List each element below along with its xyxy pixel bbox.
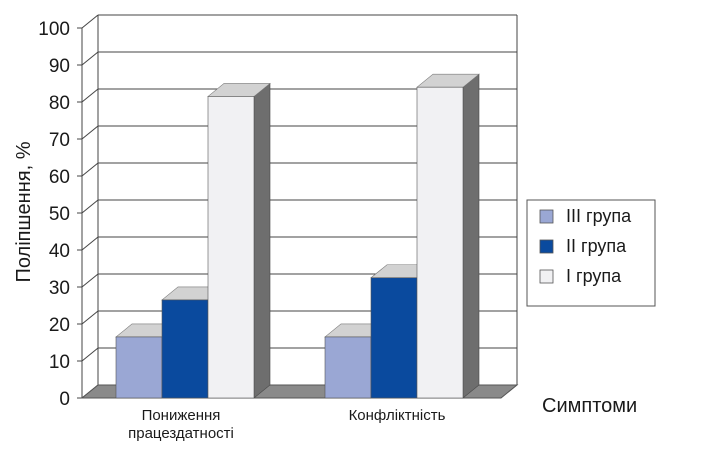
y-tick-label: 20 — [49, 315, 70, 336]
gridline-diag — [81, 236, 99, 251]
gridline-diag — [81, 51, 99, 66]
y-tick-label: 90 — [49, 56, 70, 77]
gridline-diag — [81, 273, 99, 288]
legend: III група II група I група — [526, 199, 656, 307]
y-tick-label: 50 — [49, 204, 70, 225]
legend-label: III група — [566, 206, 632, 226]
gridline-diag — [81, 310, 99, 325]
y-tick-label: 0 — [59, 389, 70, 410]
legend-swatch — [539, 239, 554, 254]
y-tick-label: 40 — [49, 241, 70, 262]
bar — [416, 73, 480, 399]
bar-front — [207, 96, 255, 399]
bar-front — [370, 277, 418, 399]
y-tick-label: 80 — [49, 93, 70, 114]
y-tick-label: 10 — [49, 352, 70, 373]
gridline-diag — [81, 199, 99, 214]
y-tick-label: 60 — [49, 167, 70, 188]
category-label: Конфліктність — [349, 407, 446, 424]
y-tick-label: 30 — [49, 278, 70, 299]
legend-swatch — [539, 269, 554, 284]
legend-label: I група — [566, 266, 622, 286]
bar-side — [462, 73, 480, 399]
x-axis-title: Симптоми — [542, 395, 637, 417]
category-labels: Пониження працездатності Конфліктність — [128, 407, 445, 442]
gridline-diag — [81, 14, 99, 29]
y-tick-label: 100 — [38, 19, 70, 40]
legend-swatch — [539, 209, 554, 224]
bar-front — [161, 299, 209, 399]
bar-front — [115, 336, 163, 399]
bar-side — [253, 82, 271, 399]
bar-front — [324, 336, 372, 399]
gridline-diag — [81, 162, 99, 177]
y-axis-title: Поліпшення, % — [13, 141, 35, 282]
bar-front — [416, 86, 464, 399]
y-tick-label: 70 — [49, 130, 70, 151]
category-label: Пониження працездатності — [128, 407, 234, 442]
gridline-diag — [81, 125, 99, 140]
legend-label: II група — [566, 236, 627, 256]
bars-layer — [115, 73, 480, 399]
bar — [207, 82, 271, 399]
gridline-diag — [81, 347, 99, 362]
gridline-diag — [81, 88, 99, 103]
y-tick-labels: 0 10 20 30 40 50 60 70 80 90 100 — [38, 19, 70, 410]
